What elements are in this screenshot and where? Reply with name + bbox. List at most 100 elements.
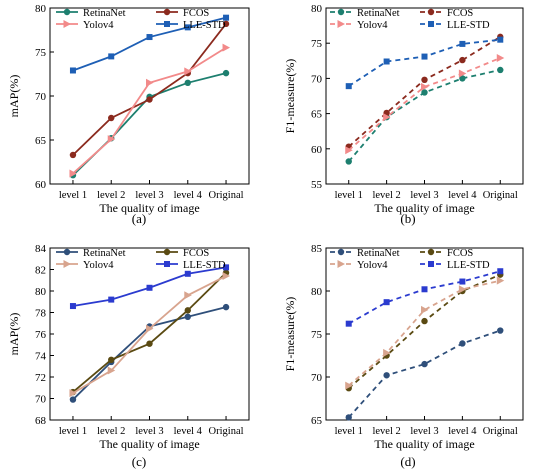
- data-point: [69, 389, 77, 398]
- series-line: [348, 270, 501, 325]
- data-point: [459, 56, 466, 64]
- series-line: [348, 57, 501, 151]
- y-tick-label: 76: [35, 329, 47, 341]
- legend-marker: [63, 8, 71, 16]
- legend-marker: [428, 21, 434, 27]
- series-retinanet: [69, 69, 230, 179]
- data-point: [146, 284, 153, 291]
- data-point: [222, 69, 230, 77]
- data-point: [69, 396, 77, 403]
- data-point: [496, 276, 505, 285]
- data-point: [108, 356, 115, 363]
- x-tick-label: level 4: [448, 190, 477, 201]
- caption-c: (c): [131, 454, 147, 469]
- y-tick-label: 60: [311, 144, 323, 156]
- y-tick-label: 74: [35, 351, 47, 363]
- series-lle-std: [345, 268, 504, 327]
- y-tick-label: 85: [311, 243, 323, 255]
- data-point: [69, 169, 77, 178]
- legend-label: FCOS: [183, 8, 209, 19]
- x-tick-label: level 3: [410, 426, 438, 437]
- data-point: [184, 270, 191, 277]
- y-tick-label: 84: [35, 243, 47, 255]
- y-tick-label: 60: [35, 179, 47, 191]
- data-point: [458, 285, 467, 294]
- data-point: [383, 58, 390, 65]
- y-tick-label: 75: [311, 38, 323, 50]
- x-axis-label: The quality of image: [374, 437, 474, 451]
- series-line: [72, 46, 227, 175]
- y-axis-label: mAP(%): [7, 75, 21, 118]
- data-point: [345, 320, 352, 327]
- data-point: [108, 296, 115, 303]
- data-point: [108, 53, 115, 60]
- data-point: [345, 146, 353, 155]
- data-point: [184, 291, 192, 300]
- legend-marker: [427, 8, 435, 16]
- legend-marker: [163, 8, 171, 16]
- data-point: [497, 36, 504, 43]
- legend-label: LLE-STD: [447, 20, 490, 31]
- y-axis-label: mAP(%): [7, 313, 21, 356]
- y-axis-label: F1-measure(%): [283, 59, 297, 134]
- plot-frame: [325, 7, 524, 185]
- data-point: [497, 66, 504, 74]
- series-line: [348, 329, 501, 419]
- series-line: [72, 275, 227, 394]
- legend-marker: [63, 248, 71, 256]
- x-tick-label: level 3: [135, 426, 163, 437]
- y-tick-label: 68: [35, 415, 47, 427]
- legend-label: FCOS: [183, 248, 209, 259]
- data-point: [497, 268, 504, 275]
- legend-label: FCOS: [447, 8, 473, 19]
- legend-label: RetinaNet: [357, 248, 400, 259]
- plot-frame: [49, 247, 250, 421]
- data-point: [146, 340, 153, 347]
- x-tick-label: Original: [209, 426, 244, 437]
- x-tick-label: level 4: [448, 426, 477, 437]
- data-point: [459, 75, 466, 82]
- data-point: [421, 286, 428, 293]
- legend-label: LLE-STD: [447, 260, 490, 271]
- y-tick-label: 70: [35, 91, 47, 103]
- x-tick-label: level 2: [372, 426, 400, 437]
- panel-c: 68 70 72 74 76 78 80 82 84 level 1 level 2 level 3 l…: [7, 243, 250, 451]
- data-point: [383, 113, 391, 122]
- legend-label: RetinaNet: [83, 8, 126, 19]
- data-point: [497, 327, 504, 334]
- legend-label: RetinaNet: [83, 248, 126, 259]
- y-tick-label: 70: [35, 394, 47, 406]
- legend-marker: [164, 21, 170, 27]
- data-point: [222, 20, 230, 28]
- series-yolov4: [345, 53, 505, 155]
- y-tick-label: 65: [311, 415, 323, 427]
- legend-label: Yolov4: [83, 260, 114, 271]
- x-tick-label: Original: [483, 190, 518, 201]
- x-tick-label: level 1: [335, 426, 363, 437]
- data-point: [223, 264, 230, 271]
- series-lle-std: [345, 36, 504, 90]
- data-point: [146, 324, 154, 333]
- legend: RetinaNet FCOS Yolov4 LLE-STD: [330, 248, 490, 271]
- series-lle-std: [69, 14, 230, 74]
- caption-d: (d): [400, 454, 416, 469]
- series-yolov4: [69, 271, 231, 398]
- data-point: [146, 96, 153, 103]
- caption-a: (a): [131, 211, 147, 226]
- y-tick-label: 65: [35, 135, 47, 147]
- panel-d: 65 70 75 80 85 level 1 level 2 level 3 level 4 Or…: [283, 243, 524, 451]
- y-tick-label: 70: [311, 372, 323, 384]
- x-tick-label: level 1: [59, 426, 87, 437]
- panel-a: 60 65 70 75 80 level 1 level 2 level 3 level 4 Or…: [7, 3, 250, 215]
- legend-marker: [337, 20, 345, 28]
- legend-label: Yolov4: [357, 260, 388, 271]
- data-point: [69, 151, 77, 159]
- caption-b: (b): [400, 211, 416, 226]
- legend: RetinaNet FCOS Yolov4 LLE-STD: [330, 8, 490, 31]
- data-point: [458, 69, 467, 78]
- x-tick-label: level 2: [372, 190, 400, 201]
- series-yolov4: [345, 276, 505, 390]
- legend-marker: [63, 20, 71, 28]
- data-point: [69, 303, 76, 310]
